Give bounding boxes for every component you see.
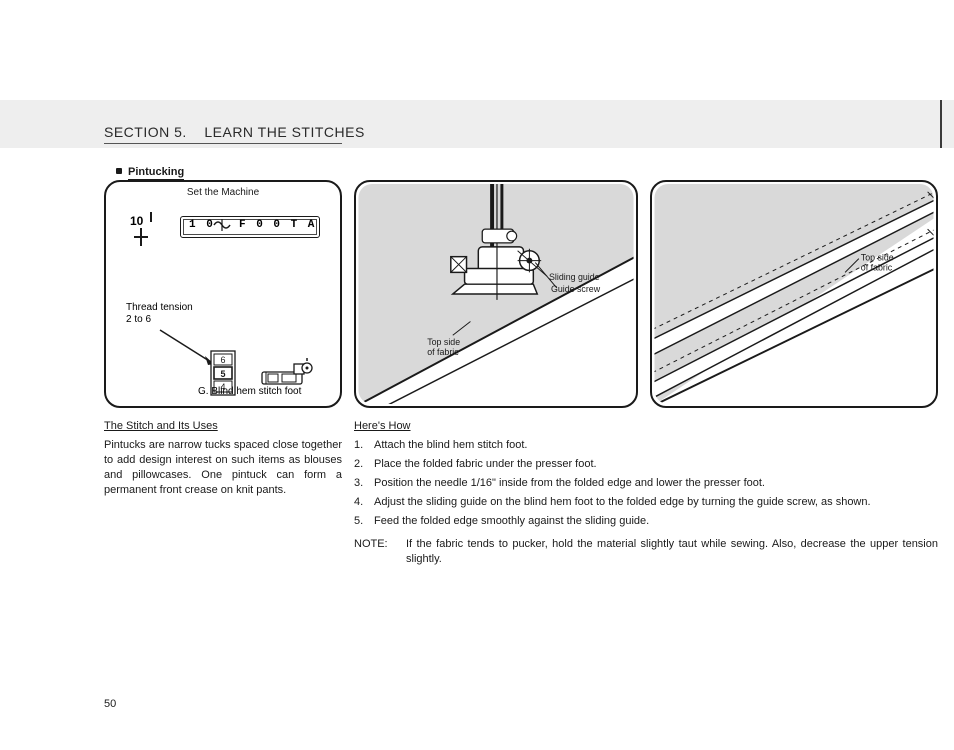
- subhead-uses: The Stitch and Its Uses: [104, 420, 218, 432]
- svg-text:Guide screw: Guide screw: [551, 284, 601, 294]
- tension-label: Thread tension 2 to 6: [126, 302, 193, 326]
- subhead-how: Here's How: [354, 420, 411, 432]
- panel-foot-diagram: Sliding guide Guide screw Top side of fa…: [354, 180, 638, 408]
- bullet-icon: [116, 168, 122, 174]
- page-edge-mark: [940, 100, 942, 148]
- svg-text:of fabric: of fabric: [427, 347, 459, 357]
- step-text: Place the folded fabric under the presse…: [374, 457, 938, 472]
- lcd-foot-label: F 0 0 T A: [239, 219, 316, 231]
- note-text: If the fabric tends to pucker, hold the …: [406, 537, 938, 567]
- stitch-number-tick: [150, 212, 152, 222]
- svg-text:6: 6: [220, 355, 225, 365]
- step-number: 1.: [354, 438, 374, 453]
- note-label: NOTE:: [354, 537, 406, 567]
- panel-caption: Set the Machine: [106, 187, 340, 198]
- step-text: Adjust the sliding guide on the blind he…: [374, 495, 938, 510]
- tension-label-line2: 2 to 6: [126, 314, 151, 325]
- paragraph-uses: Pintucks are narrow tucks spaced close t…: [104, 438, 342, 498]
- step-number: 4.: [354, 495, 374, 510]
- step-number: 5.: [354, 514, 374, 529]
- list-item: 3.Position the needle 1/16" inside from …: [354, 476, 938, 491]
- svg-text:of fabric: of fabric: [861, 262, 893, 272]
- topic-label: Pintucking: [128, 166, 184, 180]
- list-item: 1.Attach the blind hem stitch foot.: [354, 438, 938, 453]
- section-underline: [104, 143, 342, 144]
- tension-label-line1: Thread tension: [126, 302, 193, 313]
- section-name: LEARN THE STITCHES: [204, 124, 364, 140]
- page-number: 50: [104, 698, 116, 710]
- list-item: 5.Feed the folded edge smoothly against …: [354, 514, 938, 529]
- topic-heading: Pintucking: [116, 166, 184, 180]
- lcd-stitch-number: 1 0: [189, 219, 215, 231]
- lcd-display: 1 0 F 0 0 T A: [180, 216, 320, 238]
- foot-diagram-svg: Sliding guide Guide screw Top side of fa…: [356, 182, 636, 406]
- svg-text:5: 5: [220, 369, 225, 379]
- step-text: Position the needle 1/16" inside from th…: [374, 476, 938, 491]
- page-root: SECTION 5. LEARN THE STITCHES Pintucking…: [0, 0, 954, 750]
- panel-result-diagram: Top side of fabric: [650, 180, 938, 408]
- result-diagram-svg: Top side of fabric: [652, 182, 936, 406]
- steps-list: 1.Attach the blind hem stitch foot. 2.Pl…: [354, 438, 938, 567]
- list-item: 4.Adjust the sliding guide on the blind …: [354, 495, 938, 510]
- svg-text:Top side: Top side: [861, 253, 894, 263]
- svg-text:Sliding guide: Sliding guide: [549, 272, 600, 282]
- foot-label: G. Blind hem stitch foot: [198, 386, 301, 397]
- step-text: Attach the blind hem stitch foot.: [374, 438, 938, 453]
- note-row: NOTE: If the fabric tends to pucker, hol…: [354, 537, 938, 567]
- svg-text:Top side: Top side: [427, 337, 460, 347]
- section-header: SECTION 5. LEARN THE STITCHES: [104, 124, 365, 140]
- lcd-stitch-icon: [213, 219, 231, 231]
- list-item: 2.Place the folded fabric under the pres…: [354, 457, 938, 472]
- blind-hem-foot-icon: [260, 358, 318, 388]
- step-number: 2.: [354, 457, 374, 472]
- step-text: Feed the folded edge smoothly against th…: [374, 514, 938, 529]
- panel-machine-settings: Set the Machine 10 1 0 F 0 0 T A Thread …: [104, 180, 342, 408]
- step-number: 3.: [354, 476, 374, 491]
- stitch-number-label: 10: [130, 214, 143, 228]
- section-number: SECTION 5.: [104, 124, 187, 140]
